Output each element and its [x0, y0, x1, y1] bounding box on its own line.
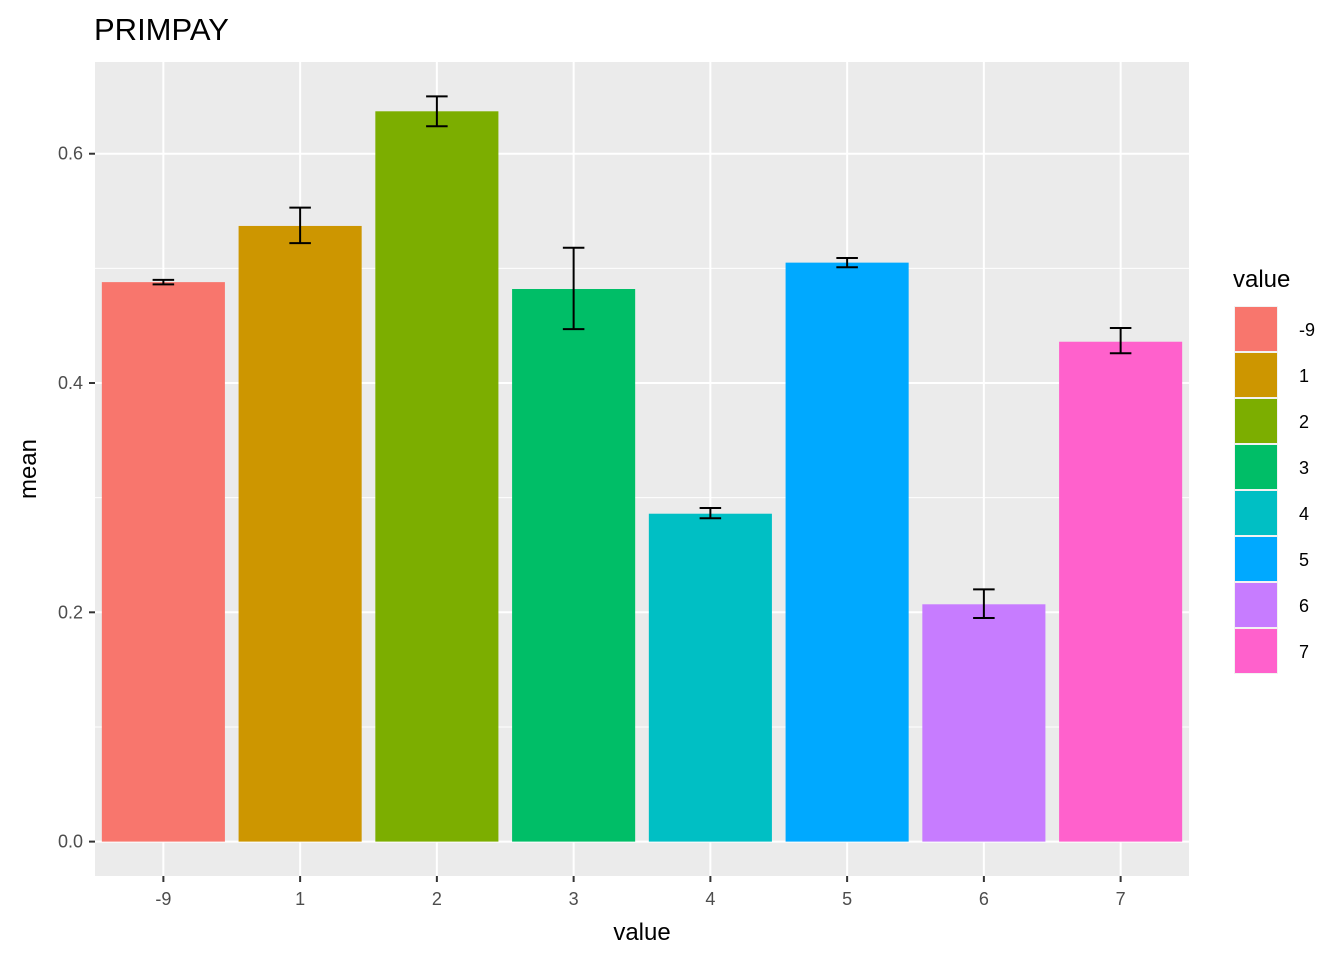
error-bar: [699, 506, 722, 520]
x-tick-label: 7: [1116, 889, 1126, 909]
error-bar: [562, 246, 585, 331]
legend-swatch: [1235, 353, 1277, 397]
x-tick-label: 2: [432, 889, 442, 909]
bars: [101, 111, 1183, 842]
error-bar: [973, 588, 995, 620]
legend-swatch: [1235, 445, 1277, 489]
bar: [238, 225, 362, 842]
error-bar: [1109, 326, 1132, 355]
error-bars: [152, 95, 1132, 620]
y-tick-label: 0.6: [58, 144, 83, 164]
error-bar: [152, 278, 175, 286]
bar: [785, 262, 909, 842]
legend-swatch: [1235, 491, 1277, 535]
legend-label: 5: [1299, 550, 1309, 570]
legend-label: 2: [1299, 412, 1309, 432]
legend-label: 3: [1299, 458, 1309, 478]
legend-swatch: [1235, 537, 1277, 581]
x-axis-title: value: [613, 919, 670, 946]
x-tick-label: 6: [979, 889, 989, 909]
legend-label: 6: [1299, 596, 1309, 616]
legend: value -9 1 2 3 4 5 6 7: [1233, 266, 1315, 674]
bar: [1059, 341, 1183, 842]
error-bar: [836, 257, 858, 269]
bar: [648, 513, 772, 842]
x-tick-label: 4: [705, 889, 715, 909]
y-axis-title: mean: [15, 439, 42, 499]
legend-swatch: [1235, 399, 1277, 443]
x-tick-label: -9: [155, 889, 171, 909]
legend-swatch: [1235, 629, 1277, 673]
y-tick-label: 0.4: [58, 373, 83, 393]
y-tick-label: 0.0: [58, 832, 83, 852]
bar: [375, 111, 499, 842]
x-tick-label: 3: [569, 889, 579, 909]
y-tick-label: 0.2: [58, 602, 83, 622]
legend-swatch: [1235, 307, 1277, 351]
x-tick-label: 1: [295, 889, 305, 909]
legend-label: 4: [1299, 504, 1309, 524]
bar: [512, 289, 636, 842]
bar: [101, 282, 225, 842]
chart-title: PRIMPAY: [94, 12, 229, 47]
bar: [922, 604, 1046, 842]
error-bar: [426, 95, 448, 128]
axes: 0.0 0.2 0.4 0.6 -9 1 2 3 4 5 6 7: [58, 144, 1126, 909]
legend-label: 7: [1299, 642, 1309, 662]
legend-swatch: [1235, 583, 1277, 627]
error-bar: [289, 206, 311, 245]
legend-label: 1: [1299, 366, 1309, 386]
legend-label: -9: [1299, 320, 1315, 340]
x-tick-label: 5: [842, 889, 852, 909]
legend-title: value: [1233, 266, 1290, 293]
